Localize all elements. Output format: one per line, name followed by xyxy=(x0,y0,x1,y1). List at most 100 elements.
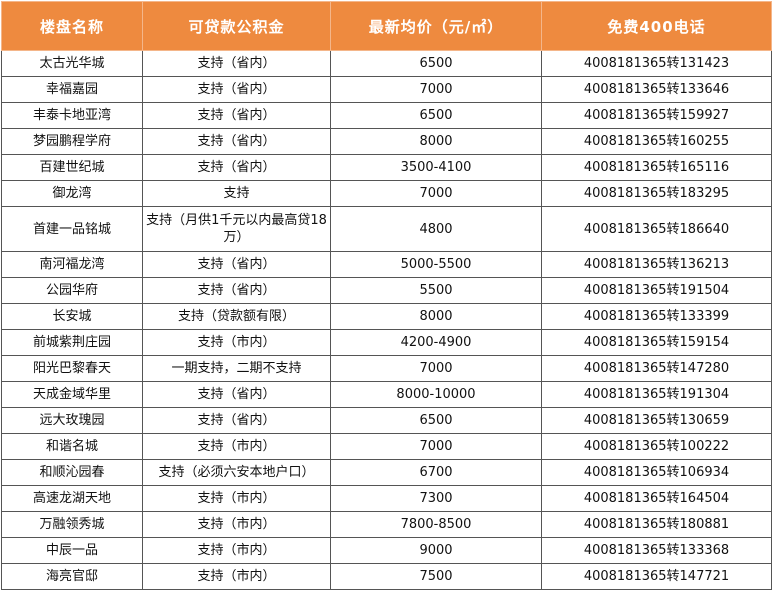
provident-fund-cell: 支持 xyxy=(142,180,331,207)
hotline-cell: 4008181365转131423 xyxy=(541,50,772,77)
property-name-cell: 百建世纪城 xyxy=(1,154,143,181)
provident-fund-cell: 支持（市内） xyxy=(142,563,331,590)
property-name-cell: 梦园鹏程学府 xyxy=(1,128,143,155)
hotline-cell: 4008181365转136213 xyxy=(541,251,772,278)
property-name-cell: 中辰一品 xyxy=(1,537,143,564)
header-provident-fund: 可贷款公积金 xyxy=(142,1,331,51)
provident-fund-cell: 支持（市内） xyxy=(142,511,331,538)
hotline-cell: 4008181365转186640 xyxy=(541,206,772,252)
hotline-cell: 4008181365转133368 xyxy=(541,537,772,564)
hotline-cell: 4008181365转164504 xyxy=(541,485,772,512)
header-hotline: 免费400电话 xyxy=(541,1,772,51)
provident-fund-cell: 支持（省内） xyxy=(142,128,331,155)
table-row: 和顺沁园春 支持（必须六安本地户口） 6700 4008181365转106934 xyxy=(1,459,772,486)
hotline-cell: 4008181365转183295 xyxy=(541,180,772,207)
hotline-cell: 4008181365转165116 xyxy=(541,154,772,181)
provident-fund-cell: 支持（必须六安本地户口） xyxy=(142,459,331,486)
hotline-cell: 4008181365转160255 xyxy=(541,128,772,155)
provident-fund-cell: 一期支持，二期不支持 xyxy=(142,355,331,382)
property-name-cell: 首建一品铭城 xyxy=(1,206,143,252)
hotline-cell: 4008181365转133646 xyxy=(541,76,772,103)
table-row: 海亮官邸 支持（市内） 7500 4008181365转147721 xyxy=(1,563,772,590)
provident-fund-cell: 支持（省内） xyxy=(142,154,331,181)
property-name-cell: 远大玫瑰园 xyxy=(1,407,143,434)
table-row: 幸福嘉园 支持（省内） 7000 4008181365转133646 xyxy=(1,76,772,103)
property-name-cell: 万融领秀城 xyxy=(1,511,143,538)
table-row: 万融领秀城 支持（市内） 7800-8500 4008181365转180881 xyxy=(1,511,772,538)
table-row: 远大玫瑰园 支持（省内） 6500 4008181365转130659 xyxy=(1,407,772,434)
price-cell: 6500 xyxy=(330,407,542,434)
property-name-cell: 前城紫荆庄园 xyxy=(1,329,143,356)
table-row: 和谐名城 支持（市内） 7000 4008181365转100222 xyxy=(1,433,772,460)
price-cell: 6700 xyxy=(330,459,542,486)
hotline-cell: 4008181365转130659 xyxy=(541,407,772,434)
table-row: 首建一品铭城 支持（月供1千元以内最高贷18万） 4800 4008181365转18… xyxy=(1,206,772,252)
table-row: 太古光华城 支持（省内） 6500 4008181365转131423 xyxy=(1,50,772,77)
price-cell: 4800 xyxy=(330,206,542,252)
property-name-cell: 高速龙湖天地 xyxy=(1,485,143,512)
hotline-cell: 4008181365转147280 xyxy=(541,355,772,382)
table-row: 天成金域华里 支持（省内） 8000-10000 4008181365转191304 xyxy=(1,381,772,408)
provident-fund-cell: 支持（省内） xyxy=(142,76,331,103)
table-row: 御龙湾 支持 7000 4008181365转183295 xyxy=(1,180,772,207)
hotline-cell: 4008181365转159927 xyxy=(541,102,772,129)
price-cell: 8000 xyxy=(330,128,542,155)
provident-fund-cell: 支持（省内） xyxy=(142,251,331,278)
hotline-cell: 4008181365转100222 xyxy=(541,433,772,460)
price-cell: 7000 xyxy=(330,76,542,103)
provident-fund-cell: 支持（市内） xyxy=(142,329,331,356)
provident-fund-cell: 支持（省内） xyxy=(142,381,331,408)
price-cell: 6500 xyxy=(330,50,542,77)
price-cell: 7000 xyxy=(330,180,542,207)
table-row: 高速龙湖天地 支持（市内） 7300 4008181365转164504 xyxy=(1,485,772,512)
table-row: 公园华府 支持（省内） 5500 4008181365转191504 xyxy=(1,277,772,304)
table-row: 丰泰卡地亚湾 支持（省内） 6500 4008181365转159927 xyxy=(1,102,772,129)
hotline-cell: 4008181365转191304 xyxy=(541,381,772,408)
property-name-cell: 公园华府 xyxy=(1,277,143,304)
hotline-cell: 4008181365转180881 xyxy=(541,511,772,538)
price-cell: 6500 xyxy=(330,102,542,129)
price-cell: 7500 xyxy=(330,563,542,590)
provident-fund-cell: 支持（省内） xyxy=(142,50,331,77)
provident-fund-cell: 支持（市内） xyxy=(142,485,331,512)
table-row: 阳光巴黎春天 一期支持，二期不支持 7000 4008181365转147280 xyxy=(1,355,772,382)
property-name-cell: 幸福嘉园 xyxy=(1,76,143,103)
table-header-row: 楼盘名称 可贷款公积金 最新均价（元/㎡） 免费400电话 xyxy=(1,1,772,51)
property-name-cell: 和顺沁园春 xyxy=(1,459,143,486)
table-row: 梦园鹏程学府 支持（省内） 8000 4008181365转160255 xyxy=(1,128,772,155)
hotline-cell: 4008181365转159154 xyxy=(541,329,772,356)
property-name-cell: 和谐名城 xyxy=(1,433,143,460)
property-name-cell: 天成金域华里 xyxy=(1,381,143,408)
hotline-cell: 4008181365转133399 xyxy=(541,303,772,330)
table-row: 南河福龙湾 支持（省内） 5000-5500 4008181365转136213 xyxy=(1,251,772,278)
price-cell: 7800-8500 xyxy=(330,511,542,538)
price-cell: 7300 xyxy=(330,485,542,512)
provident-fund-cell: 支持（市内） xyxy=(142,537,331,564)
price-cell: 4200-4900 xyxy=(330,329,542,356)
property-name-cell: 长安城 xyxy=(1,303,143,330)
provident-fund-cell: 支持（省内） xyxy=(142,407,331,434)
property-name-cell: 太古光华城 xyxy=(1,50,143,77)
provident-fund-cell: 支持（贷款额有限） xyxy=(142,303,331,330)
hotline-cell: 4008181365转147721 xyxy=(541,563,772,590)
price-cell: 8000-10000 xyxy=(330,381,542,408)
table-row: 中辰一品 支持（市内） 9000 4008181365转133368 xyxy=(1,537,772,564)
price-cell: 9000 xyxy=(330,537,542,564)
provident-fund-cell: 支持（省内） xyxy=(142,277,331,304)
price-cell: 5500 xyxy=(330,277,542,304)
table-row: 前城紫荆庄园 支持（市内） 4200-4900 4008181365转159154 xyxy=(1,329,772,356)
table-row: 长安城 支持（贷款额有限） 8000 4008181365转133399 xyxy=(1,303,772,330)
header-property-name: 楼盘名称 xyxy=(1,1,143,51)
property-name-cell: 御龙湾 xyxy=(1,180,143,207)
provident-fund-cell: 支持（月供1千元以内最高贷18万） xyxy=(142,206,331,252)
provident-fund-cell: 支持（市内） xyxy=(142,433,331,460)
property-name-cell: 阳光巴黎春天 xyxy=(1,355,143,382)
price-cell: 5000-5500 xyxy=(330,251,542,278)
price-cell: 7000 xyxy=(330,433,542,460)
provident-fund-cell: 支持（省内） xyxy=(142,102,331,129)
hotline-cell: 4008181365转191504 xyxy=(541,277,772,304)
property-name-cell: 丰泰卡地亚湾 xyxy=(1,102,143,129)
price-cell: 3500-4100 xyxy=(330,154,542,181)
table-row: 百建世纪城 支持（省内） 3500-4100 4008181365转165116 xyxy=(1,154,772,181)
